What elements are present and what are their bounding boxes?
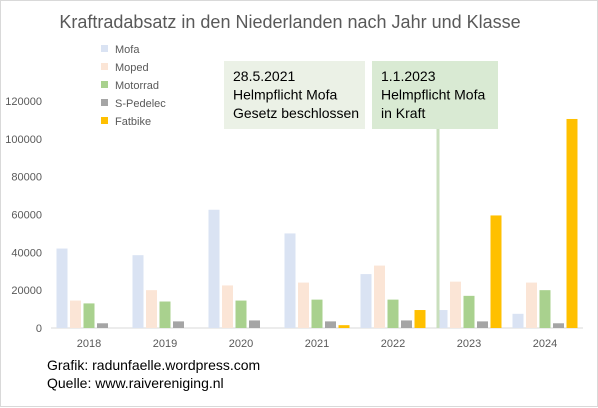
bar-moped-2019 (146, 290, 157, 328)
bar-motorrad-2021 (311, 299, 323, 328)
y-tick-label: 20000 (11, 285, 42, 297)
bar-motorrad-2024 (539, 290, 551, 328)
annotation-box (224, 61, 365, 129)
chart-title: Kraftradabsatz in den Niederlanden nach … (59, 12, 520, 32)
annotation-text: 28.5.2021 (233, 68, 295, 84)
legend-swatch (101, 63, 108, 70)
bar-motorrad-2022 (387, 299, 399, 328)
bar-s-pedelec-2024 (553, 323, 564, 328)
bar-moped-2021 (298, 282, 309, 328)
credit-text: Quelle: www.raivereniging.nl (47, 375, 224, 391)
x-tick-label: 2021 (305, 338, 329, 350)
bar-moped-2023 (450, 281, 461, 328)
bar-s-pedelec-2020 (249, 320, 260, 328)
annotations: 28.5.2021 Helmpflicht Mofa Gesetz beschlos… (224, 61, 498, 328)
y-tick-label: 0 (36, 323, 42, 335)
y-tick-label: 80000 (11, 172, 42, 184)
legend-swatch (101, 81, 108, 88)
bar-mofa-2022 (360, 274, 372, 328)
bar-mofa-2023 (436, 310, 448, 328)
bar-motorrad-2019 (159, 301, 171, 328)
annotation-text: 1.1.2023 (381, 68, 436, 84)
bar-fatbike-2023 (490, 215, 502, 328)
bar-mofa-2021 (284, 233, 296, 328)
bar-s-pedelec-2019 (173, 321, 184, 328)
legend-label: Mofa (115, 44, 140, 56)
legend-swatch (101, 45, 108, 52)
plot-area: 0 20000 40000 60000 80000 100000 120000 2018 201… (5, 96, 583, 350)
annotation-text: Helmpflicht Mofa (381, 87, 485, 103)
credits: Grafik: radunfaelle.wordpress.com Quelle:… (47, 357, 260, 391)
bar-mofa-2020 (208, 209, 220, 328)
bar-s-pedelec-2022 (401, 320, 412, 328)
x-tick-label: 2019 (153, 338, 177, 350)
x-tick-label: 2018 (77, 338, 101, 350)
bar-mofa-2019 (132, 255, 144, 328)
bar-motorrad-2018 (83, 303, 95, 328)
y-tick-label: 120000 (5, 96, 42, 108)
bar-mofa-2018 (56, 248, 68, 328)
bar-fatbike-2021 (338, 325, 350, 328)
bar-moped-2018 (70, 300, 81, 328)
bar-moped-2024 (526, 282, 537, 328)
x-tick-label: 2024 (533, 338, 557, 350)
bar-motorrad-2023 (463, 295, 475, 328)
y-tick-label: 60000 (11, 210, 42, 222)
legend-label: Motorrad (115, 80, 159, 92)
bar-fatbike-2022 (414, 310, 426, 328)
bar-fatbike-2024 (566, 118, 578, 329)
legend-label: S-Pedelec (115, 98, 166, 110)
x-tick-label: 2022 (381, 338, 405, 350)
annotation-text: Helmpflicht Mofa (233, 87, 337, 103)
bar-s-pedelec-2023 (477, 321, 488, 328)
bar-motorrad-2020 (235, 300, 247, 328)
annotation-text: Gesetz beschlossen (233, 105, 359, 121)
credit-text: Grafik: radunfaelle.wordpress.com (47, 357, 260, 373)
bar-mofa-2024 (512, 313, 524, 328)
legend-swatch (101, 99, 108, 106)
y-tick-label: 40000 (11, 247, 42, 259)
legend: Mofa Moped Motorrad S-Pedelec Fatbike (101, 44, 166, 128)
y-tick-label: 100000 (5, 134, 42, 146)
x-tick-label: 2020 (229, 338, 253, 350)
legend-swatch (101, 117, 108, 124)
annotation-box (372, 61, 498, 129)
bar-moped-2020 (222, 285, 233, 328)
x-tick-label: 2023 (457, 338, 481, 350)
legend-label: Moped (115, 62, 149, 74)
legend-label: Fatbike (115, 116, 151, 128)
bar-moped-2022 (374, 265, 385, 328)
bar-s-pedelec-2021 (325, 321, 336, 328)
bar-s-pedelec-2018 (97, 323, 108, 328)
annotation-text: in Kraft (381, 105, 425, 121)
